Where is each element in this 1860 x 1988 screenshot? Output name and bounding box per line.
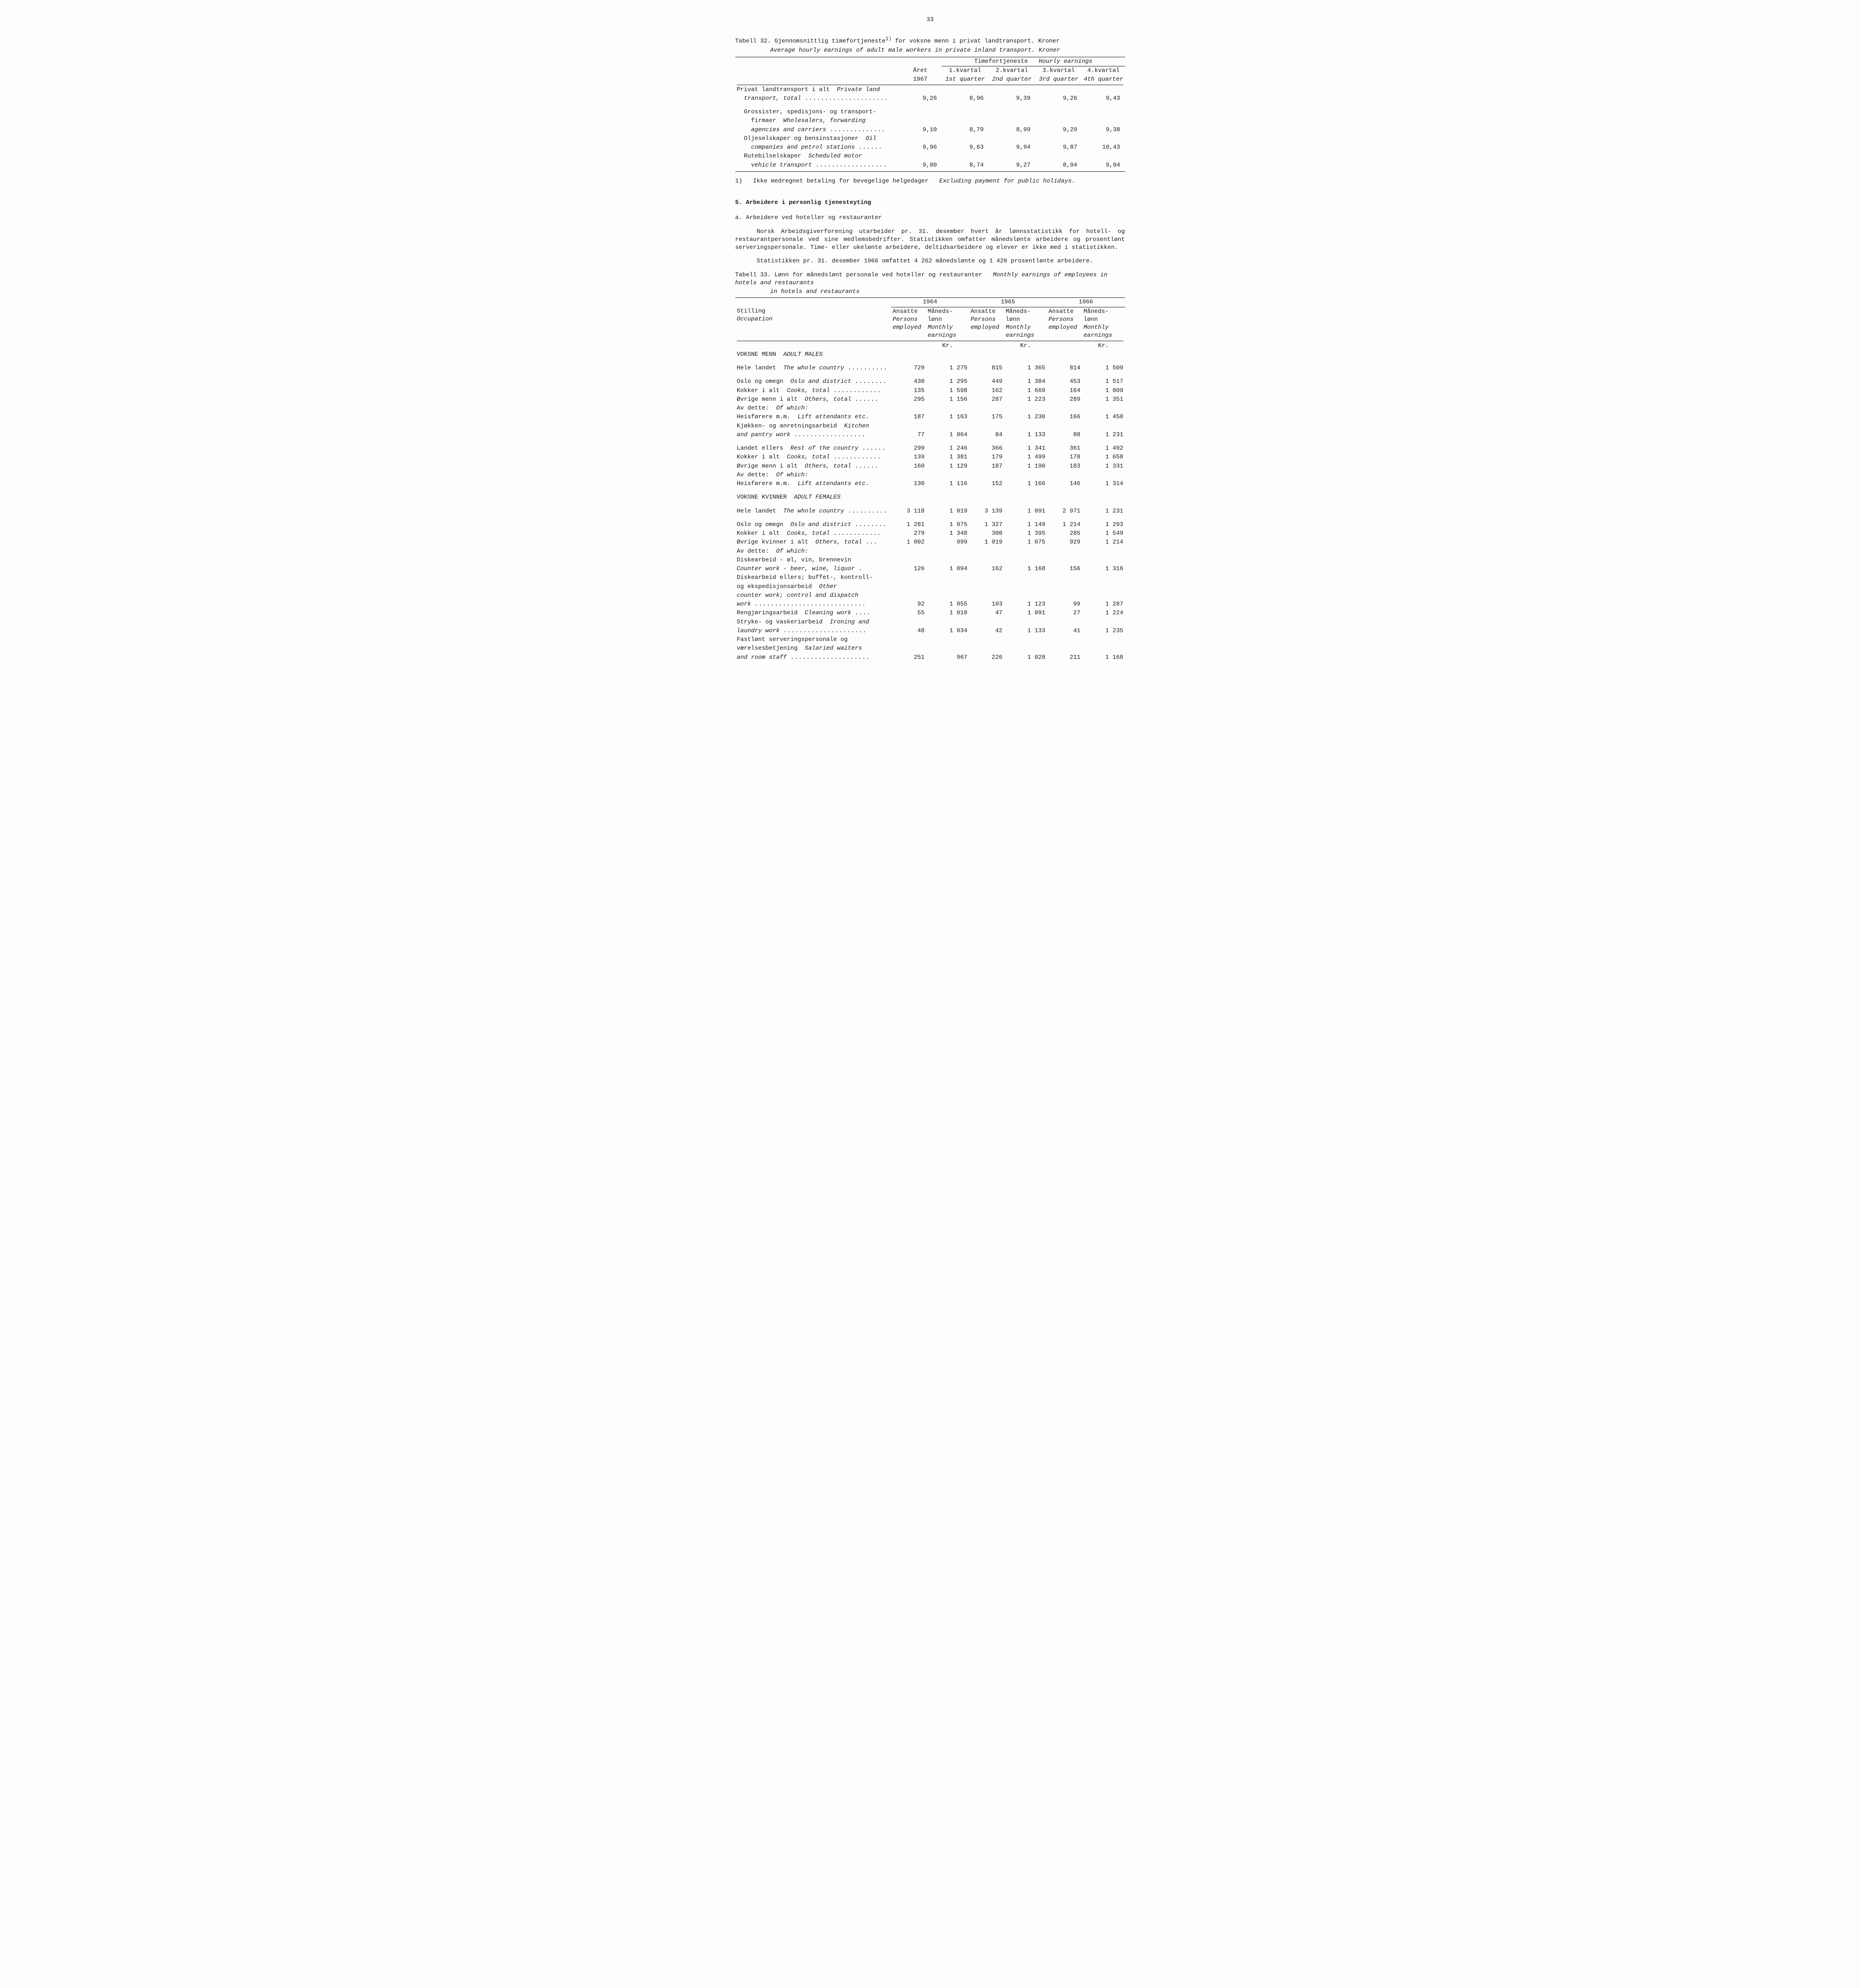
t32-c1e: 1st quarter	[942, 75, 989, 84]
table33-title-en2: in hotels and restaurants	[735, 288, 1125, 296]
t32-title-no: Tabell 32. Gjennomsnittlig timefortjenes…	[735, 38, 886, 45]
yr-1966: 1966	[1047, 298, 1125, 307]
t32-footnote: 1) Ikke medregnet betaling for bevegelig…	[735, 177, 1125, 185]
stub-no: Stilling	[737, 308, 766, 315]
rule	[735, 171, 1125, 172]
t32-c2e: 2nd quarter	[988, 75, 1035, 84]
table33: 1964 1965 1966 Stilling Occupation Ansat…	[735, 298, 1125, 662]
ch: Persons	[893, 316, 918, 323]
kr: Kr.	[926, 342, 969, 350]
ch: Persons	[971, 316, 996, 323]
t32-c2: 2.kvartal	[988, 66, 1035, 76]
t32-spanhead-no: Timefortjeneste	[974, 58, 1028, 65]
page-number: 33	[735, 16, 1125, 24]
t32-c1: 1.kvartal	[942, 66, 989, 76]
ch: employed	[893, 324, 921, 331]
ch: Ansatte	[971, 308, 996, 315]
para-1: Norsk Arbeidsgiverforening utarbeider pr…	[735, 228, 1125, 252]
ch: lønn	[928, 316, 942, 323]
t32-title-no2: for voksne menn i privat landtransport. …	[892, 38, 1060, 45]
ch: Måneds-	[928, 308, 953, 315]
ch: lønn	[1084, 316, 1098, 323]
t32-c3: 3.kvartal	[1035, 66, 1082, 76]
ch: Monthly	[1084, 324, 1109, 331]
ch: lønn	[1006, 316, 1020, 323]
t32-c3e: 3rd quarter	[1035, 75, 1082, 84]
yr-1964: 1964	[891, 298, 969, 307]
para-2: Statistikken pr. 31. desember 1966 omfat…	[735, 257, 1125, 265]
t32-sup: 1)	[886, 36, 892, 42]
section-5: 5. Arbeidere i personlig tjenesteyting	[735, 199, 1125, 207]
t33-title-en2: in hotels and restaurants	[770, 288, 860, 295]
ch: Måneds-	[1084, 308, 1109, 315]
t33-title-no: Tabell 33. Lønn for månedslønt personale…	[735, 272, 982, 278]
fn-en: Excluding payment for public holidays.	[939, 178, 1075, 184]
t32-c4: 4.kvartal	[1082, 66, 1125, 76]
table32-title-en: Average hourly earnings of adult male wo…	[735, 47, 1125, 54]
table33-title: Tabell 33. Lønn for månedslønt personale…	[735, 271, 1125, 287]
ch: Ansatte	[1048, 308, 1073, 315]
sub-a: a. Arbeidere ved hoteller og restaurante…	[735, 214, 1125, 222]
ch: earnings	[1006, 332, 1034, 339]
t32-c4e: 4th quarter	[1082, 75, 1125, 84]
ch: Monthly	[1006, 324, 1031, 331]
fn-no: Ikke medregnet betaling for bevegelige h…	[753, 178, 929, 184]
col-year-bot: 1967	[899, 75, 942, 84]
fn-mark: 1)	[735, 178, 742, 184]
t32-title-en: Average hourly earnings of adult male wo…	[770, 47, 1060, 54]
stub-en: Occupation	[737, 316, 773, 322]
yr-1965: 1965	[969, 298, 1047, 307]
ch: Ansatte	[893, 308, 918, 315]
ch: Monthly	[928, 324, 953, 331]
table32: Timefortjeneste Hourly earnings Året 1.k…	[735, 57, 1125, 170]
ch: Persons	[1048, 316, 1073, 323]
col-year-top: Året	[899, 66, 942, 76]
ch: employed	[1048, 324, 1077, 331]
ch: earnings	[928, 332, 956, 339]
kr: Kr.	[1082, 342, 1125, 350]
kr: Kr.	[1004, 342, 1047, 350]
ch: earnings	[1084, 332, 1112, 339]
table32-title: Tabell 32. Gjennomsnittlig timefortjenes…	[735, 36, 1125, 45]
t32-spanhead-en: Hourly earnings	[1039, 58, 1092, 65]
ch: employed	[971, 324, 999, 331]
ch: Måneds-	[1006, 308, 1031, 315]
